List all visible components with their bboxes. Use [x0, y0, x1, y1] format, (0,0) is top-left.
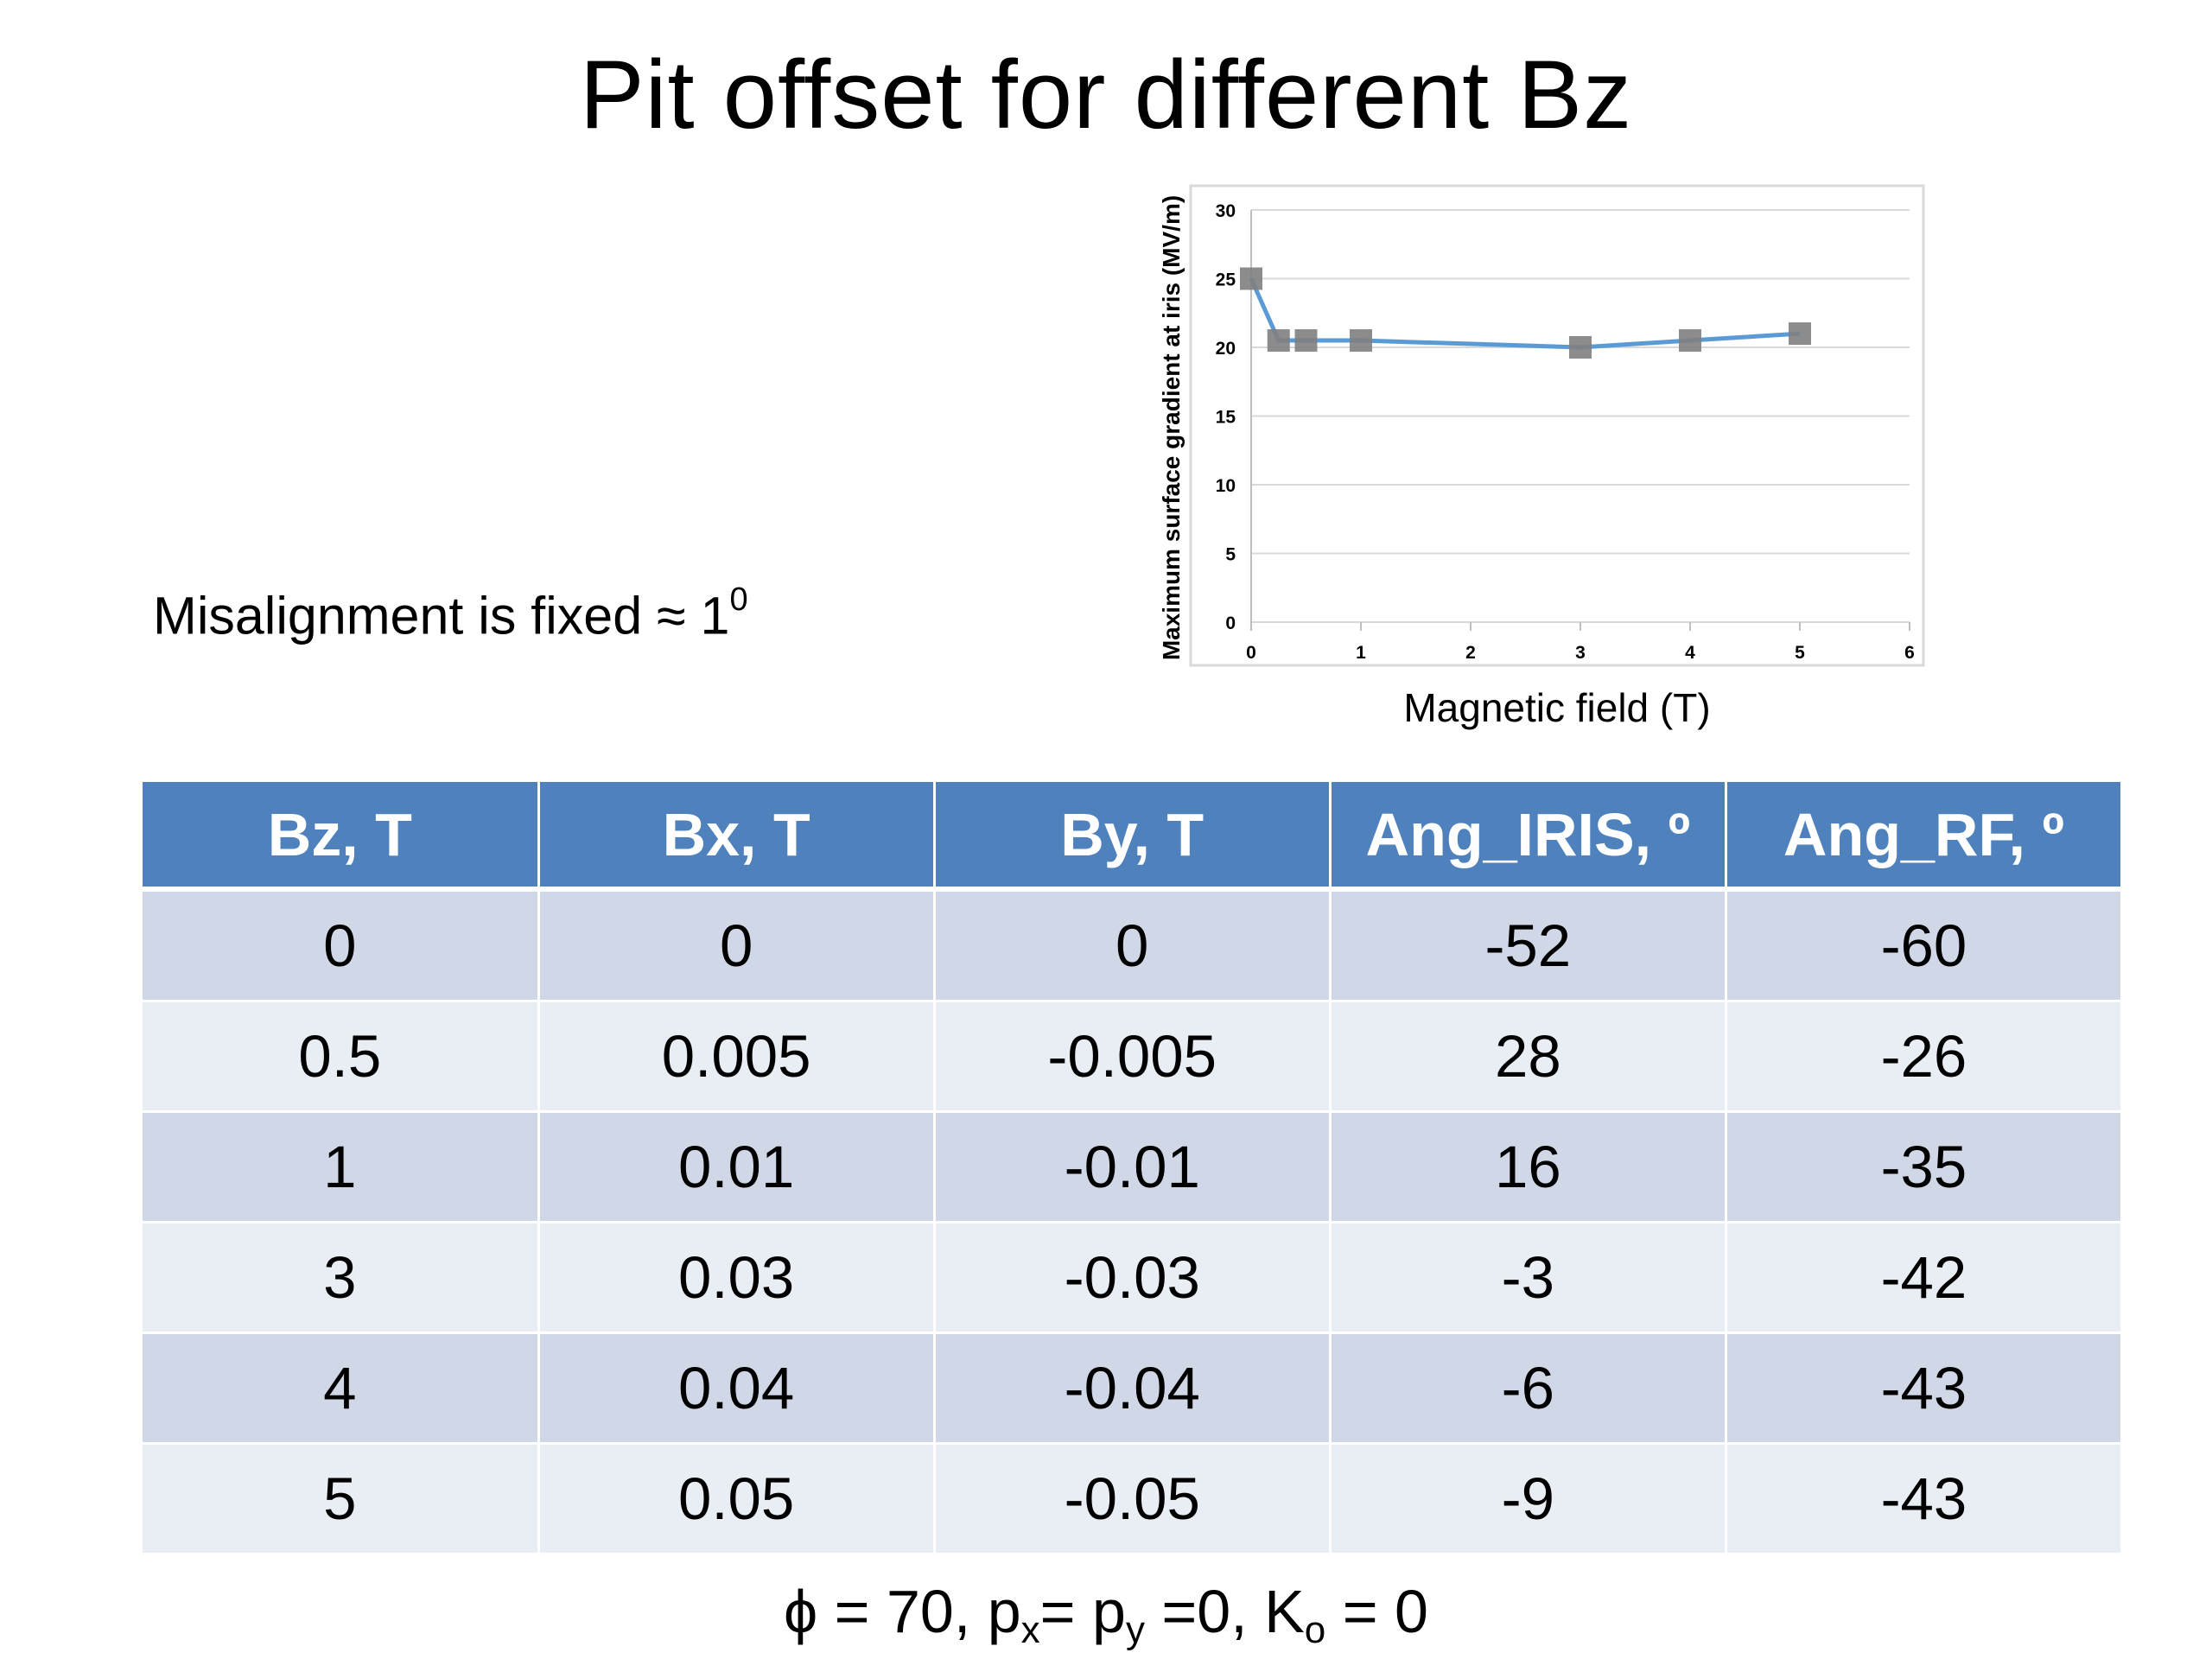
- misalignment-note: Misalignment is fixed ≈ 10: [153, 570, 748, 650]
- cell-bx: 0.005: [538, 1001, 936, 1113]
- y-axis-label: Maximum surface gradient at iris (MV/m): [1158, 195, 1185, 660]
- cell-bz: 0.5: [143, 1001, 540, 1113]
- bz-results-table: Bz, T Bx, T By, T Ang_IRIS, º Ang_RF, º …: [143, 782, 2124, 1555]
- cell-by: 0: [934, 889, 1332, 1002]
- table-header-row: Bz, T Bx, T By, T Ang_IRIS, º Ang_RF, º: [143, 782, 2124, 892]
- footer-mid2: =0, K: [1144, 1578, 1305, 1645]
- x-tick-label: 3: [1575, 643, 1586, 663]
- footer-px-subscript: x: [1020, 1609, 1040, 1651]
- cell-bz: 1: [143, 1111, 540, 1224]
- cell-bz: 0: [143, 889, 540, 1002]
- footer-phi: ϕ = 70, p: [784, 1578, 1021, 1645]
- slide-title: Pit offset for different Bz: [579, 41, 1633, 149]
- x-axis-label: Magnetic field (T): [1403, 685, 1710, 730]
- footer-end: = 0: [1325, 1578, 1428, 1645]
- table-row: 3 0.03 -0.03 -3 -42: [143, 1222, 2124, 1334]
- cell-ang-iris: 16: [1330, 1111, 1727, 1224]
- data-point-marker: [1569, 336, 1592, 359]
- cell-ang-iris: -3: [1330, 1222, 1727, 1334]
- cell-ang-iris: -9: [1330, 1443, 1727, 1555]
- y-tick-label: 10: [1216, 476, 1236, 496]
- x-tick-labels: 0 1 2 3 4 5 6: [1246, 643, 1915, 663]
- data-point-marker: [1240, 267, 1262, 290]
- data-point-marker: [1350, 329, 1372, 353]
- chart-series: [1240, 267, 1811, 359]
- x-tick-label: 0: [1246, 643, 1256, 663]
- footer-k-subscript: o: [1304, 1609, 1326, 1651]
- column-header-by: By, T: [934, 782, 1332, 892]
- table-row: 4 0.04 -0.04 -6 -43: [143, 1332, 2124, 1445]
- cell-ang-rf: -60: [1726, 889, 2124, 1002]
- table-row: 0 0 0 -52 -60: [143, 889, 2124, 1002]
- cell-bx: 0.04: [538, 1332, 936, 1445]
- y-tick-label: 15: [1216, 408, 1236, 428]
- column-header-ang-iris: Ang_IRIS, º: [1330, 782, 1727, 892]
- cell-ang-iris: 28: [1330, 1001, 1727, 1113]
- x-tick-label: 5: [1795, 643, 1805, 663]
- data-point-marker: [1267, 329, 1290, 353]
- cell-bz: 4: [143, 1332, 540, 1445]
- cell-bz: 5: [143, 1443, 540, 1555]
- cell-by: -0.05: [934, 1443, 1332, 1555]
- y-tick-label: 20: [1216, 339, 1236, 359]
- y-tick-label: 30: [1216, 201, 1236, 221]
- y-tick-label: 0: [1225, 613, 1236, 633]
- gradient-chart: 0 5 10 15 20 25 30 0 1 2 3 4 5 6 Maximum surface gra…: [1141, 160, 1953, 747]
- cell-by: -0.01: [934, 1111, 1332, 1224]
- data-point-marker: [1294, 329, 1318, 353]
- cell-bx: 0.05: [538, 1443, 936, 1555]
- table-row: 5 0.05 -0.05 -9 -43: [143, 1443, 2124, 1555]
- x-tick-label: 6: [1904, 643, 1915, 663]
- x-tick-label: 1: [1356, 643, 1366, 663]
- cell-ang-rf: -26: [1726, 1001, 2124, 1113]
- table-row: 0.5 0.005 -0.005 28 -26: [143, 1001, 2124, 1113]
- cell-bz: 3: [143, 1222, 540, 1334]
- column-header-bz: Bz, T: [143, 782, 540, 892]
- table-row: 1 0.01 -0.01 16 -35: [143, 1111, 2124, 1224]
- footer-py-subscript: y: [1125, 1609, 1145, 1651]
- cell-by: -0.03: [934, 1222, 1332, 1334]
- cell-ang-rf: -35: [1726, 1111, 2124, 1224]
- chart-frame: [1189, 184, 1925, 667]
- cell-bx: 0: [538, 889, 936, 1002]
- column-header-bx: Bx, T: [538, 782, 936, 892]
- y-tick-label: 5: [1225, 545, 1236, 565]
- footer-mid: = p: [1039, 1578, 1126, 1645]
- y-tick-label: 25: [1216, 270, 1236, 290]
- gradient-chart-svg: 0 5 10 15 20 25 30 0 1 2 3 4 5 6 Maximum surface gra…: [1158, 184, 1925, 730]
- parameters-footer: ϕ = 70, px= py =0, Ko = 0: [0, 1573, 2212, 1659]
- cell-ang-rf: -43: [1726, 1443, 2124, 1555]
- cell-bx: 0.03: [538, 1222, 936, 1334]
- data-point-marker: [1789, 322, 1811, 346]
- column-header-ang-rf: Ang_RF, º: [1726, 782, 2124, 892]
- cell-by: -0.04: [934, 1332, 1332, 1445]
- y-tick-labels: 0 5 10 15 20 25 30: [1216, 201, 1236, 633]
- misalignment-text: Misalignment is fixed ≈ 1: [153, 586, 730, 645]
- cell-ang-rf: -43: [1726, 1332, 2124, 1445]
- x-tick-label: 4: [1685, 643, 1695, 663]
- cell-ang-rf: -42: [1726, 1222, 2124, 1334]
- data-point-marker: [1679, 329, 1701, 353]
- cell-ang-iris: -52: [1330, 889, 1727, 1002]
- cell-by: -0.005: [934, 1001, 1332, 1113]
- misalignment-superscript: 0: [729, 582, 748, 618]
- x-tick-label: 2: [1465, 643, 1476, 663]
- cell-bx: 0.01: [538, 1111, 936, 1224]
- cell-ang-iris: -6: [1330, 1332, 1727, 1445]
